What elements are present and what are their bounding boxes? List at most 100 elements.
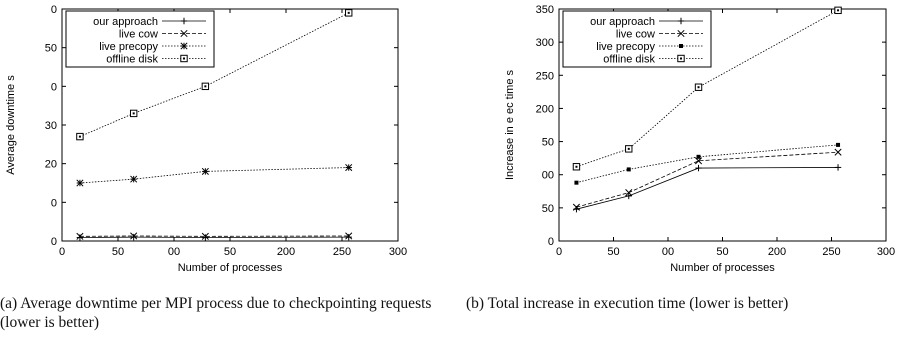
y-tick-label: 0 — [51, 81, 57, 93]
x-axis-label: Number of processes — [178, 262, 283, 274]
series-live-cow — [572, 148, 842, 211]
x-tick-label: 300 — [877, 246, 895, 258]
series-offline-disk — [76, 9, 353, 141]
legend-label: live precopy — [596, 41, 655, 53]
data-point — [695, 164, 702, 172]
series-line — [576, 167, 839, 210]
y-tick-label: 350 — [536, 4, 554, 16]
data-point — [76, 232, 84, 240]
series-live-cow — [76, 232, 353, 240]
y-tick-label: 0 — [51, 197, 57, 209]
data-point — [625, 145, 633, 153]
legend-label: live cow — [119, 29, 158, 41]
data-point — [201, 232, 209, 240]
x-tick-label: 50 — [716, 246, 728, 258]
legend-marker — [677, 54, 685, 63]
x-tick-label: 200 — [768, 246, 786, 258]
data-point — [834, 148, 842, 156]
data-point — [202, 234, 209, 241]
data-point — [130, 233, 137, 241]
y-axis-label: Increase in e ec time s — [504, 69, 516, 180]
series-line — [79, 12, 349, 137]
y-tick-label: 250 — [536, 70, 554, 82]
x-tick-label: 50 — [112, 246, 124, 258]
x-tick-label: 0 — [556, 246, 562, 258]
legend-label: live precopy — [99, 41, 158, 53]
data-point — [129, 109, 138, 118]
y-tick-label: 0 — [51, 4, 57, 16]
legend-marker — [180, 42, 188, 50]
data-point — [694, 157, 703, 165]
x-tick-label: 00 — [168, 246, 180, 258]
series-line — [79, 167, 349, 184]
legend-marker — [677, 29, 685, 38]
legend-marker — [180, 17, 188, 25]
chart-b: 0 50 00 50 200 250 300 0 50 00 50 200 250 300 350 Numbe… — [504, 4, 895, 274]
chart-panel-a: 0 50 00 50 200 250 300 0 0 20 30 0 50 0 Number of proc… — [5, 4, 407, 274]
series-live-precopy — [76, 163, 353, 187]
data-point — [694, 83, 703, 91]
legend-marker — [180, 54, 188, 63]
data-point — [625, 192, 632, 200]
x-tick-label: 00 — [662, 246, 674, 258]
data-point — [130, 232, 138, 240]
y-tick-label: 00 — [542, 170, 554, 182]
data-point — [572, 163, 581, 171]
y-tick-label: 50 — [45, 43, 57, 55]
series-offline-disk — [572, 6, 842, 171]
data-point — [76, 132, 84, 141]
y-tick-label: 50 — [542, 203, 554, 215]
y-tick-label: 0 — [548, 236, 554, 248]
series-live-precopy — [574, 142, 841, 185]
caption-a: (a) Average downtime per MPI process due… — [0, 295, 432, 331]
series-our-approach — [573, 164, 842, 213]
data-point — [76, 179, 84, 187]
x-tick-label: 300 — [389, 246, 407, 258]
series-our-approach — [76, 233, 352, 241]
x-tick-label: 200 — [277, 246, 295, 258]
y-tick-label: 30 — [45, 120, 57, 132]
legend-marker — [677, 17, 685, 25]
chart-panel-b: 0 50 00 50 200 250 300 0 50 00 50 200 250 300 350 Numbe… — [449, 0, 898, 345]
y-tick-label: 0 — [51, 236, 57, 248]
x-tick-label: 50 — [224, 246, 236, 258]
y-tick-label: 300 — [536, 37, 554, 49]
legend-marker — [180, 29, 188, 38]
y-tick-label: 50 — [542, 137, 554, 149]
data-point — [836, 142, 841, 147]
x-axis-label: Number of processes — [670, 262, 775, 274]
data-point — [201, 82, 210, 91]
data-point — [345, 9, 353, 17]
y-axis-label: Average downtime s — [5, 75, 17, 175]
series-line — [576, 144, 839, 184]
data-point — [345, 163, 353, 172]
caption-b: (b) Total increase in execution time (lo… — [466, 295, 789, 312]
legend-label: our approach — [590, 16, 655, 28]
legend-label: live cow — [616, 29, 655, 41]
data-point — [345, 233, 352, 241]
series-line — [576, 151, 839, 208]
x-tick-label: 50 — [607, 246, 619, 258]
legend-label: our approach — [93, 16, 158, 28]
data-point — [201, 167, 209, 175]
data-point — [76, 234, 84, 241]
y-tick-label: 20 — [45, 159, 57, 171]
data-point — [834, 164, 842, 171]
data-point — [696, 154, 701, 159]
data-point — [572, 203, 580, 211]
series-line — [576, 9, 839, 168]
data-point — [834, 6, 842, 15]
data-point — [626, 167, 631, 172]
x-tick-label: 250 — [333, 246, 351, 258]
data-point — [345, 232, 353, 240]
legend-marker — [679, 44, 683, 48]
x-tick-label: 250 — [822, 246, 840, 258]
data-point — [625, 189, 633, 197]
data-point — [574, 180, 579, 185]
y-tick-label: 200 — [536, 103, 554, 115]
legend-label: offline disk — [106, 54, 158, 66]
x-tick-label: 0 — [59, 246, 65, 258]
